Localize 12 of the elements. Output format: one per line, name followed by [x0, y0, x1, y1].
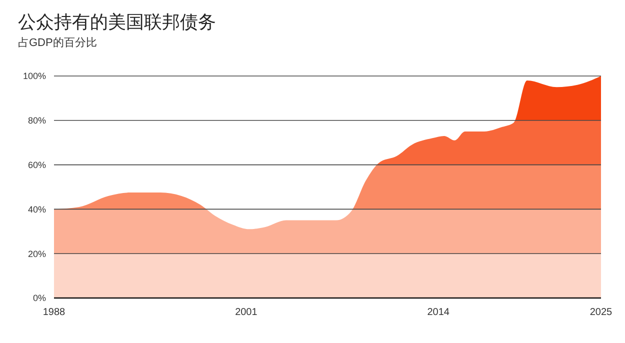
y-tick-label: 100%: [22, 71, 46, 82]
x-tick-label: 2014: [427, 307, 450, 318]
chart-title: 公众持有的美国联邦债务: [18, 12, 216, 32]
y-tick-label: 80%: [28, 116, 46, 126]
y-tick-label: 40%: [28, 204, 46, 214]
x-tick-label: 1988: [42, 307, 66, 318]
x-tick-label: 2001: [235, 307, 258, 318]
y-tick-label: 60%: [28, 160, 46, 170]
x-tick-label: 2025: [590, 307, 613, 318]
chart-subtitle: 占GDP的百分比: [18, 36, 97, 49]
y-tick-label: 0%: [32, 293, 46, 304]
y-tick-label: 20%: [28, 248, 46, 259]
